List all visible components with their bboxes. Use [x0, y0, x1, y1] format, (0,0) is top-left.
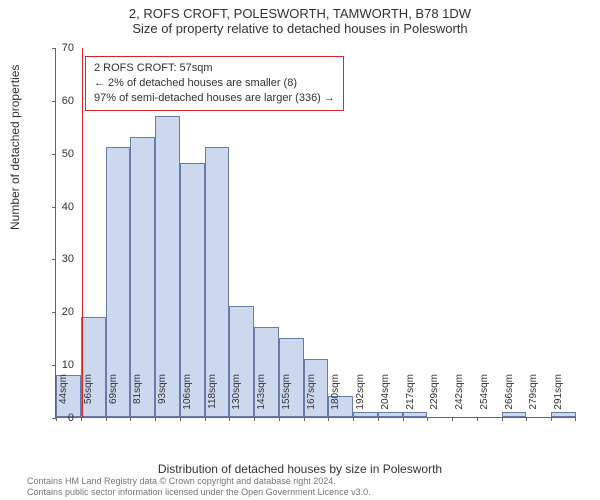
xtick-mark [304, 417, 305, 421]
xtick-mark [254, 417, 255, 421]
xtick-label: 143sqm [256, 374, 267, 424]
histogram-chart: 2 ROFS CROFT: 57sqm ← 2% of detached hou… [55, 48, 575, 418]
xtick-label: 167sqm [306, 374, 317, 424]
xtick-label: 291sqm [553, 374, 564, 424]
ytick-label: 70 [44, 42, 74, 54]
histogram-bar [155, 116, 180, 417]
legend-line2: ← 2% of detached houses are smaller (8) [94, 76, 335, 91]
xtick-label: 266sqm [504, 374, 515, 424]
xtick-mark [155, 417, 156, 421]
chart-legend-box: 2 ROFS CROFT: 57sqm ← 2% of detached hou… [85, 56, 344, 111]
property-marker-line [82, 48, 83, 417]
xtick-label: 217sqm [405, 374, 416, 424]
xtick-mark [205, 417, 206, 421]
xtick-label: 130sqm [231, 374, 242, 424]
xtick-mark [279, 417, 280, 421]
xtick-mark [81, 417, 82, 421]
legend-line1: 2 ROFS CROFT: 57sqm [94, 61, 335, 76]
xtick-mark [477, 417, 478, 421]
xtick-label: 254sqm [479, 374, 490, 424]
xtick-label: 93sqm [157, 374, 168, 424]
xtick-label: 118sqm [207, 374, 218, 424]
xtick-mark [353, 417, 354, 421]
ytick-label: 50 [44, 148, 74, 160]
xtick-mark [502, 417, 503, 421]
ytick-label: 30 [44, 253, 74, 265]
xtick-label: 180sqm [330, 374, 341, 424]
xtick-label: 242sqm [454, 374, 465, 424]
xtick-label: 204sqm [380, 374, 391, 424]
xtick-mark [180, 417, 181, 421]
y-axis-label: Number of detached properties [8, 65, 22, 230]
ytick-label: 10 [44, 359, 74, 371]
xtick-label: 81sqm [132, 374, 143, 424]
xtick-mark [378, 417, 379, 421]
xtick-label: 279sqm [528, 374, 539, 424]
legend-line3: 97% of semi-detached houses are larger (… [94, 91, 335, 106]
ytick-label: 20 [44, 306, 74, 318]
xtick-label: 192sqm [355, 374, 366, 424]
x-axis-label: Distribution of detached houses by size … [0, 462, 600, 476]
footer-attribution: Contains HM Land Registry data © Crown c… [27, 476, 371, 498]
xtick-label: 106sqm [182, 374, 193, 424]
page-title-line2: Size of property relative to detached ho… [0, 21, 600, 36]
xtick-label: 155sqm [281, 374, 292, 424]
xtick-mark [575, 417, 576, 421]
ytick-label: 60 [44, 95, 74, 107]
footer-line1: Contains HM Land Registry data © Crown c… [27, 476, 371, 487]
xtick-mark [106, 417, 107, 421]
xtick-mark [403, 417, 404, 421]
page-title-line1: 2, ROFS CROFT, POLESWORTH, TAMWORTH, B78… [0, 6, 600, 21]
xtick-label: 56sqm [83, 374, 94, 424]
ytick-label: 40 [44, 201, 74, 213]
xtick-label: 229sqm [429, 374, 440, 424]
xtick-label: 44sqm [58, 374, 69, 424]
xtick-label: 69sqm [108, 374, 119, 424]
footer-line2: Contains public sector information licen… [27, 487, 371, 498]
